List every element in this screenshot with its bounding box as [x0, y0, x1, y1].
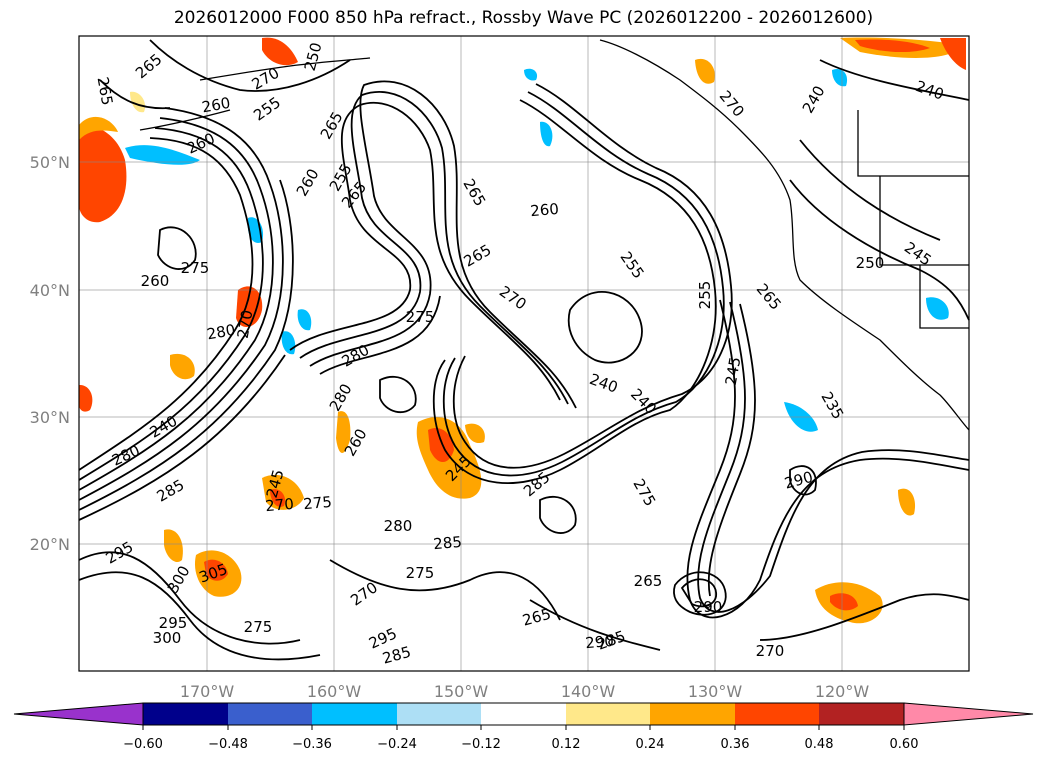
colorbar-segment	[566, 703, 650, 725]
lat-label: 30°N	[30, 408, 70, 427]
contour-label: 275	[406, 308, 435, 326]
contour-label: 295	[159, 614, 188, 632]
contour-label: 290	[694, 598, 723, 616]
lon-label: 170°W	[180, 682, 235, 701]
colorbar-outline	[142, 702, 905, 726]
colorbar-segment	[735, 703, 819, 725]
colorbar: −0.60 −0.48 −0.36 −0.24 −0.12 0.12 0.24 …	[13, 702, 1034, 752]
contour-label: 275	[303, 493, 333, 513]
lon-label: 160°W	[307, 682, 362, 701]
lon-label: 140°W	[561, 682, 616, 701]
contour-label: 300	[153, 629, 182, 647]
colorbar-tick-label: 0.36	[721, 737, 750, 752]
longitude-axis: 170°W 160°W 150°W 140°W 130°W 120°W	[180, 682, 870, 701]
contour-label: 280	[384, 517, 413, 535]
contour-label: 285	[433, 533, 463, 553]
contour-label: 275	[181, 259, 210, 277]
contour-label: 260	[200, 94, 231, 117]
colorbar-tick-label: 0.24	[636, 737, 665, 752]
map-frame	[78, 35, 970, 672]
colorbar-segment	[481, 703, 566, 725]
lon-label: 120°W	[815, 682, 870, 701]
colorbar-segment	[397, 703, 481, 725]
colorbar-tick-label: 0.60	[890, 737, 919, 752]
contour-label: 260	[530, 200, 560, 220]
graticule	[79, 36, 969, 671]
contour-label: 260	[141, 272, 170, 290]
contour-label: 265	[634, 572, 663, 590]
colorbar-tick-label: 0.48	[805, 737, 834, 752]
contour-label: 290	[585, 632, 615, 652]
map-title: 2026012000 F000 850 hPa refract., Rossby…	[173, 8, 874, 28]
colorbar-segment	[312, 703, 397, 725]
contour-label: 245	[722, 355, 745, 386]
colorbar-segment	[650, 703, 735, 725]
contour-label: 270	[265, 495, 295, 515]
colorbar-segment	[819, 703, 904, 725]
colorbar-segment	[228, 703, 312, 725]
lat-label: 40°N	[30, 281, 70, 300]
colorbar-tick-label: 0.12	[552, 737, 581, 752]
lon-label: 130°W	[688, 682, 743, 701]
contour-label: 270	[234, 308, 257, 339]
refractivity-contours	[78, 39, 970, 661]
contour-label: 255	[696, 281, 714, 310]
colorbar-extend-left	[13, 702, 144, 726]
anomaly-shading	[79, 37, 966, 624]
colorbar-tick-label: −0.48	[208, 737, 248, 752]
colorbar-extend-right	[903, 702, 1034, 726]
lat-label: 50°N	[30, 153, 70, 172]
contour-label: 270	[756, 642, 785, 660]
contour-label: 275	[406, 564, 435, 582]
colorbar-tick-label: −0.12	[461, 737, 501, 752]
colorbar-tick-label: −0.36	[292, 737, 332, 752]
lon-label: 150°W	[434, 682, 489, 701]
colorbar-segment	[143, 703, 228, 725]
colorbar-ticks	[142, 725, 905, 730]
coastlines	[139, 39, 970, 431]
colorbar-tick-label: −0.60	[123, 737, 163, 752]
contour-label: 250	[856, 254, 885, 272]
contour-label: 275	[244, 618, 273, 636]
latitude-axis: 50°N 40°N 30°N 20°N	[30, 153, 70, 554]
lat-label: 20°N	[30, 535, 70, 554]
colorbar-tick-label: −0.24	[377, 737, 417, 752]
contour-label: 280	[205, 321, 236, 344]
contour-label: 265	[94, 75, 117, 106]
